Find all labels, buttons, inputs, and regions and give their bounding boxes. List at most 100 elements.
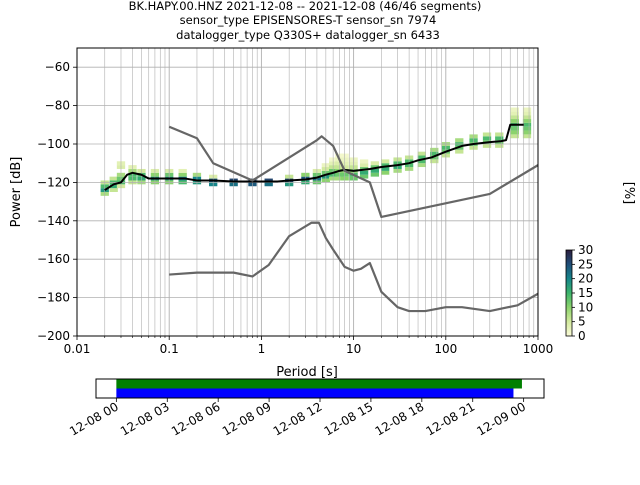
histogram-cell xyxy=(359,170,369,175)
histogram-cell xyxy=(495,144,504,148)
x-axis-ticks: 0.01 0.1 1 10 100 1000 xyxy=(64,336,554,356)
histogram-cell xyxy=(482,136,492,141)
histogram-cell xyxy=(370,161,379,166)
time-tick-label: 12-08 15 xyxy=(322,399,376,438)
colorbar-tick-label: 0 xyxy=(578,329,586,343)
histogram-cell xyxy=(495,136,504,141)
colorbar-label: [%] xyxy=(621,182,636,205)
histogram-cell xyxy=(178,172,187,177)
histogram-cell xyxy=(510,115,519,120)
x-tick-label: 10 xyxy=(346,342,361,356)
x-tick-label: 100 xyxy=(434,342,457,356)
histogram-cell xyxy=(455,138,464,143)
histogram-cell xyxy=(510,134,519,139)
y-axis-ticks: −200 −180 −160 −140 −120 −100 −80 −60 xyxy=(37,60,77,343)
y-tick-label: −200 xyxy=(37,329,70,343)
colorbar-tick-label: 25 xyxy=(578,257,593,271)
histogram-cell xyxy=(370,168,379,173)
histogram-cell xyxy=(510,130,519,135)
histogram-cell xyxy=(417,159,427,164)
y-tick-label: −140 xyxy=(37,214,70,228)
histogram-cell xyxy=(417,155,427,160)
x-axis-label: Period [s] xyxy=(276,365,338,380)
histogram-cell xyxy=(522,119,532,123)
psd-curves xyxy=(104,123,539,313)
histogram-cell xyxy=(359,163,369,168)
histogram-cell xyxy=(522,111,532,116)
x-tick-label: 0.01 xyxy=(64,342,91,356)
y-tick-label: −160 xyxy=(37,252,70,266)
colorbar-gradient xyxy=(565,249,573,337)
time-tick-label: 12-08 21 xyxy=(424,399,478,438)
time-tick-label: 12-08 03 xyxy=(118,399,172,438)
histogram-cell xyxy=(359,159,369,164)
histogram-cell xyxy=(109,184,118,189)
x-tick-label: 1000 xyxy=(523,342,554,356)
histogram-cell xyxy=(522,107,532,112)
histogram-cell xyxy=(370,172,379,177)
histogram-cell xyxy=(430,155,439,160)
x-tick-label: 1 xyxy=(258,342,266,356)
histogram-cell xyxy=(109,176,118,181)
title-line-2: sensor_type EPISENSORES-T sensor_sn 7974 xyxy=(180,13,437,27)
plot-frame xyxy=(76,47,539,337)
histogram-cell xyxy=(381,163,390,168)
title-line-1: BK.HAPY.00.HNZ 2021-12-08 -- 2021-12-08 … xyxy=(129,0,482,13)
y-tick-label: −180 xyxy=(37,291,70,305)
histogram-cell xyxy=(381,170,390,175)
histogram-cell xyxy=(109,188,118,192)
coverage-bar-blue xyxy=(116,388,514,398)
time-tick-label: 12-08 12 xyxy=(271,399,325,438)
histogram-cell xyxy=(264,182,273,187)
histogram-cell xyxy=(522,122,532,127)
histogram-cell xyxy=(359,174,369,179)
time-tick-label: 12-09 00 xyxy=(474,399,528,438)
histogram-cell xyxy=(522,126,532,131)
coverage-bar-green xyxy=(116,379,522,389)
y-tick-label: −120 xyxy=(37,175,70,189)
x-tick-label: 0.1 xyxy=(160,342,179,356)
y-tick-label: −80 xyxy=(45,99,70,113)
histogram-cell xyxy=(381,167,390,171)
histogram-cell xyxy=(510,119,519,123)
mode-curve xyxy=(104,123,524,191)
histogram-cell xyxy=(381,159,390,164)
low-noise-model-curve xyxy=(169,221,539,313)
histogram-cell xyxy=(510,107,519,112)
histogram-cell xyxy=(482,144,492,148)
colorbar-tick-label: 30 xyxy=(578,243,593,257)
histogram-cell xyxy=(417,163,427,168)
high-noise-model-curve xyxy=(168,125,539,219)
histogram-cell xyxy=(522,130,532,135)
time-tick-label: 12-08 18 xyxy=(373,399,427,438)
colorbar-tick-label: 10 xyxy=(578,300,593,314)
histogram-cell xyxy=(522,115,532,120)
y-tick-label: −60 xyxy=(45,60,70,74)
histogram-cell xyxy=(522,134,532,139)
histogram-cell xyxy=(430,151,439,156)
colorbar-tick-label: 15 xyxy=(578,286,593,300)
histogram-cell xyxy=(430,159,439,164)
histogram-cell xyxy=(455,149,464,154)
y-tick-label: −100 xyxy=(37,137,70,151)
time-tick-label: 12-08 00 xyxy=(67,399,121,438)
grid-lines xyxy=(76,48,538,337)
histogram-cell xyxy=(430,147,439,152)
histogram-cell xyxy=(510,126,519,131)
colorbar-tick-label: 20 xyxy=(578,272,593,286)
histogram-cell xyxy=(370,165,379,169)
histogram-cell xyxy=(178,168,187,173)
time-tick-label: 12-08 06 xyxy=(169,399,223,438)
y-axis-label: Power [dB] xyxy=(9,157,24,228)
histogram-cell xyxy=(495,132,504,137)
histogram-cell xyxy=(482,132,492,137)
histogram-cell xyxy=(417,151,427,156)
title-line-3: datalogger_type Q330S+ datalogger_sn 643… xyxy=(176,28,440,42)
colorbar-tick-label: 5 xyxy=(578,315,586,329)
histogram-cell xyxy=(510,111,519,116)
time-tick-label: 12-08 09 xyxy=(220,399,274,438)
